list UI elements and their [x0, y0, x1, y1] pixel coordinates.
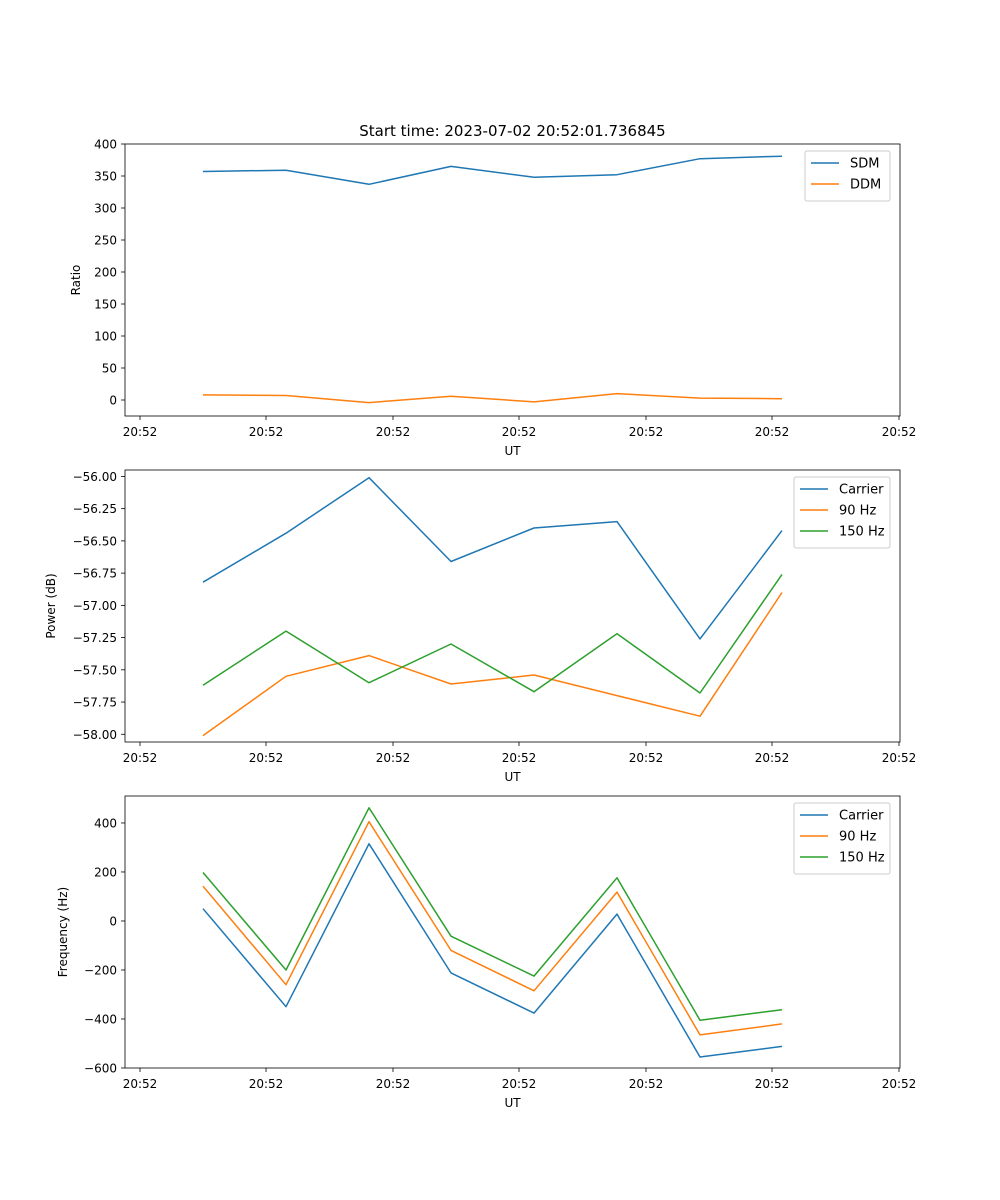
x-axis-label: UT [504, 444, 521, 458]
series-line-sdm [202, 155, 783, 186]
x-tick-label: 20:52 [249, 751, 284, 765]
y-tick-label: 250 [94, 234, 117, 248]
legend: SDM DDM [804, 150, 891, 202]
x-tick-label: 20:52 [755, 425, 790, 439]
x-tick-label: 20:52 [249, 1077, 284, 1091]
y-tick-label: −200 [84, 963, 117, 977]
axes-frame [124, 143, 901, 417]
series-line-150-hz [202, 807, 783, 1021]
chart-panel-1: Start time: 2023-07-02 20:52:01.736845 0 5… [69, 122, 916, 458]
legend-label: 90 Hz [839, 830, 876, 845]
x-tick-label: 20:52 [502, 751, 537, 765]
y-tick-label: 0 [109, 394, 117, 408]
legend-label: DDM [850, 178, 881, 193]
legend-label: 90 Hz [839, 504, 876, 519]
legend: Carrier 90 Hz 150 Hz [793, 476, 891, 549]
y-tick-label: −58.00 [73, 728, 117, 742]
y-axis-label: Frequency (Hz) [56, 887, 70, 978]
series-line-ddm [202, 392, 783, 404]
y-tick-label: 300 [94, 202, 117, 216]
y-tick-label: −400 [84, 1012, 117, 1026]
y-tick-label: −57.00 [73, 599, 117, 613]
x-tick-label: 20:52 [249, 425, 284, 439]
legend-label: SDM [850, 157, 879, 172]
x-tick-label: 20:52 [376, 1077, 411, 1091]
y-tick-label: −56.75 [73, 567, 117, 581]
y-tick-label: −57.50 [73, 663, 117, 677]
y-tick-label: −56.00 [73, 470, 117, 484]
x-tick-label: 20:52 [502, 1077, 537, 1091]
x-tick-label: 20:52 [376, 425, 411, 439]
series-line-carrier [202, 476, 783, 640]
x-tick-label: 20:52 [882, 425, 917, 439]
legend-label: Carrier [839, 809, 884, 824]
axes-frame [124, 469, 901, 743]
y-tick-label: 0 [109, 914, 117, 928]
x-tick-label: 20:52 [755, 1077, 790, 1091]
x-tick-label: 20:52 [629, 751, 664, 765]
x-axis-label: UT [504, 770, 521, 784]
series-line-150-hz [202, 573, 783, 694]
x-tick-label: 20:52 [376, 751, 411, 765]
x-tick-label: 20:52 [123, 1077, 158, 1091]
y-tick-label: 400 [94, 138, 117, 152]
y-axis-label: Power (dB) [44, 573, 58, 638]
chart-panels: Start time: 2023-07-02 20:52:01.736845 0 5… [44, 122, 916, 1110]
series-line-carrier [202, 843, 783, 1058]
y-tick-label: 400 [94, 816, 117, 830]
series-line-90-hz [202, 820, 783, 1036]
x-tick-label: 20:52 [629, 425, 664, 439]
y-tick-label: −57.25 [73, 631, 117, 645]
y-tick-label: 100 [94, 330, 117, 344]
x-tick-label: 20:52 [502, 425, 537, 439]
legend-label: 150 Hz [839, 525, 885, 540]
y-tick-label: 350 [94, 170, 117, 184]
y-tick-label: 50 [102, 362, 117, 376]
chart-title: Start time: 2023-07-02 20:52:01.736845 [359, 122, 665, 140]
legend-label: Carrier [839, 483, 884, 498]
legend-label: 150 Hz [839, 851, 885, 866]
x-tick-label: 20:52 [123, 751, 158, 765]
y-tick-label: 150 [94, 298, 117, 312]
x-tick-label: 20:52 [123, 425, 158, 439]
x-tick-label: 20:52 [882, 1077, 917, 1091]
y-tick-label: −56.50 [73, 534, 117, 548]
y-tick-label: −57.75 [73, 696, 117, 710]
chart-panel-2: −58.00 −57.75 −57.50 −57.25 −57.00 −56.75 −56.… [44, 469, 917, 784]
legend: Carrier 90 Hz 150 Hz [793, 802, 891, 875]
x-tick-label: 20:52 [629, 1077, 664, 1091]
y-tick-label: 200 [94, 266, 117, 280]
x-axis-label: UT [504, 1096, 521, 1110]
y-axis-label: Ratio [69, 265, 83, 296]
series-line-90-hz [202, 592, 783, 737]
x-tick-label: 20:52 [882, 751, 917, 765]
axes-frame [124, 795, 901, 1069]
chart-panel-3: −600 −400 −200 0 200 400 20:52 20:52 20:52 20:52 2… [56, 795, 917, 1110]
y-tick-label: −56.25 [73, 502, 117, 516]
y-tick-label: −600 [84, 1062, 117, 1076]
x-tick-label: 20:52 [755, 751, 790, 765]
y-tick-label: 200 [94, 865, 117, 879]
